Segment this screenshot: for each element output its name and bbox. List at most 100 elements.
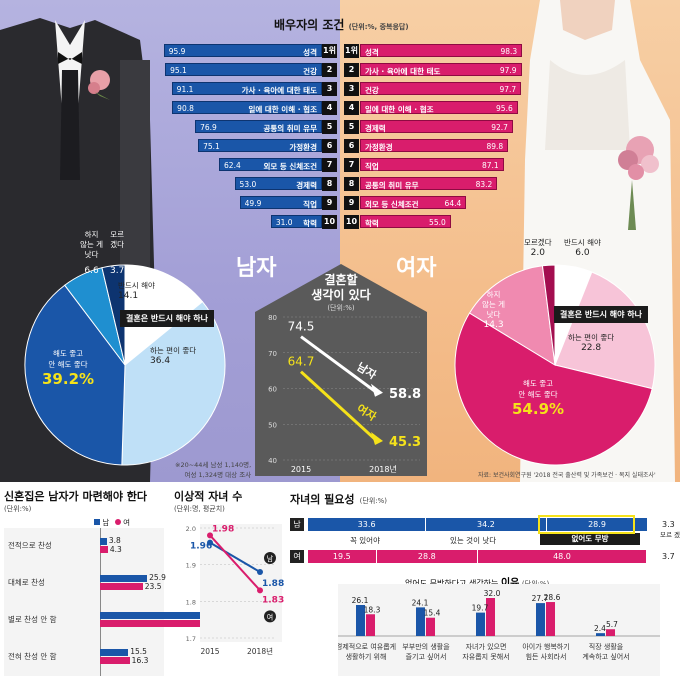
male-rank: 4 <box>322 101 337 115</box>
kids-year: 2015 <box>200 647 219 656</box>
kids-section: 이상적 자녀 수 (단위:명, 평균치) 2.0 1.9 1.8 1.7 2015 201… <box>174 488 286 677</box>
male-bar: 95.1 건강 <box>165 63 322 76</box>
reason-bar-female <box>486 598 495 636</box>
need-highlight-male <box>538 515 635 534</box>
male-rank: 10 <box>322 215 337 229</box>
male-rank: 1위 <box>322 44 337 58</box>
male-bar: 76.9 공통의 취미 유무 <box>195 120 322 133</box>
need-male-dk-value: 3.3 <box>662 520 675 529</box>
need-male-seg-2: 28.9 <box>546 518 649 531</box>
male-bar-value: 76.9 <box>200 123 217 132</box>
need-female-dk-value: 3.7 <box>662 552 675 561</box>
need-male-seg-1: 34.2 <box>426 518 547 531</box>
male-not-label: 하지 않는 게 낫다 6.6 <box>80 230 104 276</box>
reason-label-2: 생활하기 위해 <box>346 652 387 661</box>
male-better-label: 하는 편이 좋다 36.4 <box>150 346 197 366</box>
house-value-female: 16.3 <box>131 656 149 665</box>
male-pie-slice-4 <box>101 264 126 366</box>
house-label: 대체로 찬성 <box>8 578 45 587</box>
male-bar-label: 성격 <box>303 48 317 57</box>
female-bar: 학력 55.0 <box>360 215 451 228</box>
intent-male-line <box>300 335 378 394</box>
female-rank: 2 <box>344 63 359 77</box>
male-dk-label: 모르 겠다 3.7 <box>110 230 125 276</box>
kids-female-tag <box>264 610 276 623</box>
reason-bar-female <box>546 602 555 636</box>
female-must-label: 반드시 해야 6.0 <box>564 238 601 258</box>
house-bar-female <box>100 583 143 590</box>
house-axis <box>100 528 101 676</box>
female-bar-label: 경제력 <box>365 124 386 133</box>
intent-tick: 80 <box>268 314 277 322</box>
female-bar-label: 직업 <box>365 162 379 171</box>
need-title: 자녀의 필요성 <box>290 493 355 506</box>
male-bar: 62.4 외모 등 신체조건 <box>219 158 322 171</box>
intent-tick: 60 <box>268 386 277 394</box>
reason-value-female: 15.4 <box>424 609 441 618</box>
male-pie-slice-2 <box>24 284 126 466</box>
house-value-male: 25.9 <box>149 573 166 582</box>
male-bar-label: 건강 <box>303 67 317 76</box>
female-rank: 1위 <box>344 44 359 58</box>
reason-label-1: 자녀가 있으면 <box>466 642 507 651</box>
reason-value-male: 27.7 <box>532 594 549 603</box>
female-bar-value: 95.6 <box>496 104 513 113</box>
title-text: 배우자의 조건 <box>274 18 345 32</box>
intent-male-v1: 58.8 <box>389 387 421 402</box>
female-pie-slice-3 <box>468 265 556 366</box>
reason-bar-female <box>426 617 435 636</box>
need-female-seg-2: 48.0 <box>478 550 647 563</box>
need-male-tag: 남 <box>290 518 304 531</box>
female-big-label: 여자 <box>396 256 437 281</box>
male-bar-value: 95.9 <box>168 47 186 56</box>
female-bar-label: 가정환경 <box>365 143 393 152</box>
male-bar: 75.1 가정환경 <box>198 139 322 152</box>
kids-tick: 1.7 <box>186 635 196 643</box>
house-unit: (단위:%) <box>4 505 32 513</box>
need-female-seg-value: 19.5 <box>332 552 351 561</box>
need-male-seg-value: 34.2 <box>477 520 495 529</box>
need-male-seg-3 <box>648 518 660 531</box>
house-bg <box>4 528 164 676</box>
need-male-seg-value: 33.6 <box>357 520 376 529</box>
female-bar-value: 97.7 <box>499 85 517 94</box>
kids-chart: 2.0 1.9 1.8 1.7 2015 2018년 1.96 1.88 남 1.98 1.83 여 <box>186 524 284 656</box>
male-must-label: 반드시 해야 14.1 <box>118 281 155 301</box>
female-bar-value: 89.8 <box>486 142 504 151</box>
female-bar: 공통의 취미 유무 83.2 <box>360 177 498 190</box>
need-section: 자녀의 필요성 (단위:%) 남 33.6 34.2 28.9 3.3 여 19.5 28.8… <box>290 488 680 677</box>
kids-male-tag <box>264 552 276 564</box>
reason-value-female: 32.0 <box>484 589 501 598</box>
intent-year: 2015 <box>291 465 311 474</box>
male-pie-slice-1 <box>121 301 226 466</box>
male-rank: 3 <box>322 82 337 96</box>
need-cat-dk: 모르 겠다 <box>660 531 680 539</box>
female-bar-value: 64.4 <box>444 199 462 208</box>
house-label: 별로 찬성 안 함 <box>8 615 57 624</box>
female-bar-label: 외모 등 신체조건 <box>365 200 419 209</box>
kids-female-v0: 1.98 <box>212 524 234 534</box>
house-bar-female <box>100 546 108 553</box>
female-better-label: 하는 편이 좋다 22.8 <box>568 333 615 353</box>
intent-title-1: 결혼할 <box>324 272 357 287</box>
male-bar-value: 31.0 <box>275 218 293 227</box>
female-marriage-pie <box>454 264 656 466</box>
female-rank: 5 <box>344 120 359 134</box>
female-pie-slice-2 <box>454 312 653 466</box>
male-rank: 8 <box>322 177 337 191</box>
reason-label-2: 자유롭지 못해서 <box>462 652 509 661</box>
need-cat-better: 있는 것이 낫다 <box>450 536 497 545</box>
female-rank: 6 <box>344 139 359 153</box>
need-unit: (단위:%) <box>359 497 388 505</box>
female-bar-label: 가사 · 육아에 대한 태도 <box>365 67 441 76</box>
female-either-label: 해도 좋고 안 해도 좋다 54.9% <box>512 379 565 418</box>
house-value-female: 23.5 <box>144 582 162 591</box>
male-bar: 31.0 학력 <box>270 215 322 228</box>
male-bar: 90.8 일에 대한 이해 · 협조 <box>172 101 322 114</box>
reason-value-female: 5.7 <box>606 620 618 629</box>
female-bar: 가사 · 육아에 대한 태도 97.9 <box>360 63 522 76</box>
house-legend: 남 여 <box>94 517 130 528</box>
male-bar-value: 49.9 <box>244 199 262 208</box>
kids-male-name: 남 <box>267 554 274 563</box>
